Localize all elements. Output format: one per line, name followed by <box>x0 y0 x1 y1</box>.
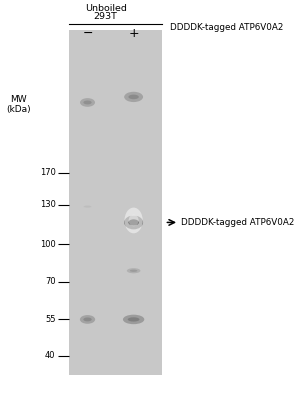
Ellipse shape <box>83 318 92 321</box>
Ellipse shape <box>80 98 95 107</box>
Ellipse shape <box>84 206 91 208</box>
Text: 70: 70 <box>45 277 56 286</box>
Text: +: + <box>128 27 139 40</box>
Ellipse shape <box>130 270 137 272</box>
Ellipse shape <box>129 215 139 226</box>
Text: 130: 130 <box>40 200 56 209</box>
Ellipse shape <box>124 208 143 233</box>
Ellipse shape <box>124 92 143 102</box>
Text: DDDDK-tagged ATP6V0A2: DDDDK-tagged ATP6V0A2 <box>170 23 283 32</box>
Ellipse shape <box>80 315 95 324</box>
Text: DDDDK-tagged ATP6V0A2: DDDDK-tagged ATP6V0A2 <box>181 218 295 227</box>
Text: (kDa): (kDa) <box>6 105 31 114</box>
Ellipse shape <box>128 219 139 226</box>
Text: 100: 100 <box>40 240 56 249</box>
Bar <box>69 30 161 375</box>
Text: Unboiled: Unboiled <box>85 4 127 12</box>
Ellipse shape <box>128 95 139 99</box>
Text: 170: 170 <box>40 168 56 178</box>
Text: −: − <box>82 27 93 40</box>
Text: 55: 55 <box>45 315 56 324</box>
Text: MW: MW <box>10 95 27 104</box>
Text: 293T: 293T <box>94 12 118 20</box>
Text: 40: 40 <box>45 351 56 360</box>
Ellipse shape <box>83 100 92 104</box>
Ellipse shape <box>124 216 143 229</box>
Ellipse shape <box>80 204 94 209</box>
Ellipse shape <box>128 317 140 322</box>
Ellipse shape <box>127 268 141 273</box>
Ellipse shape <box>123 315 144 324</box>
